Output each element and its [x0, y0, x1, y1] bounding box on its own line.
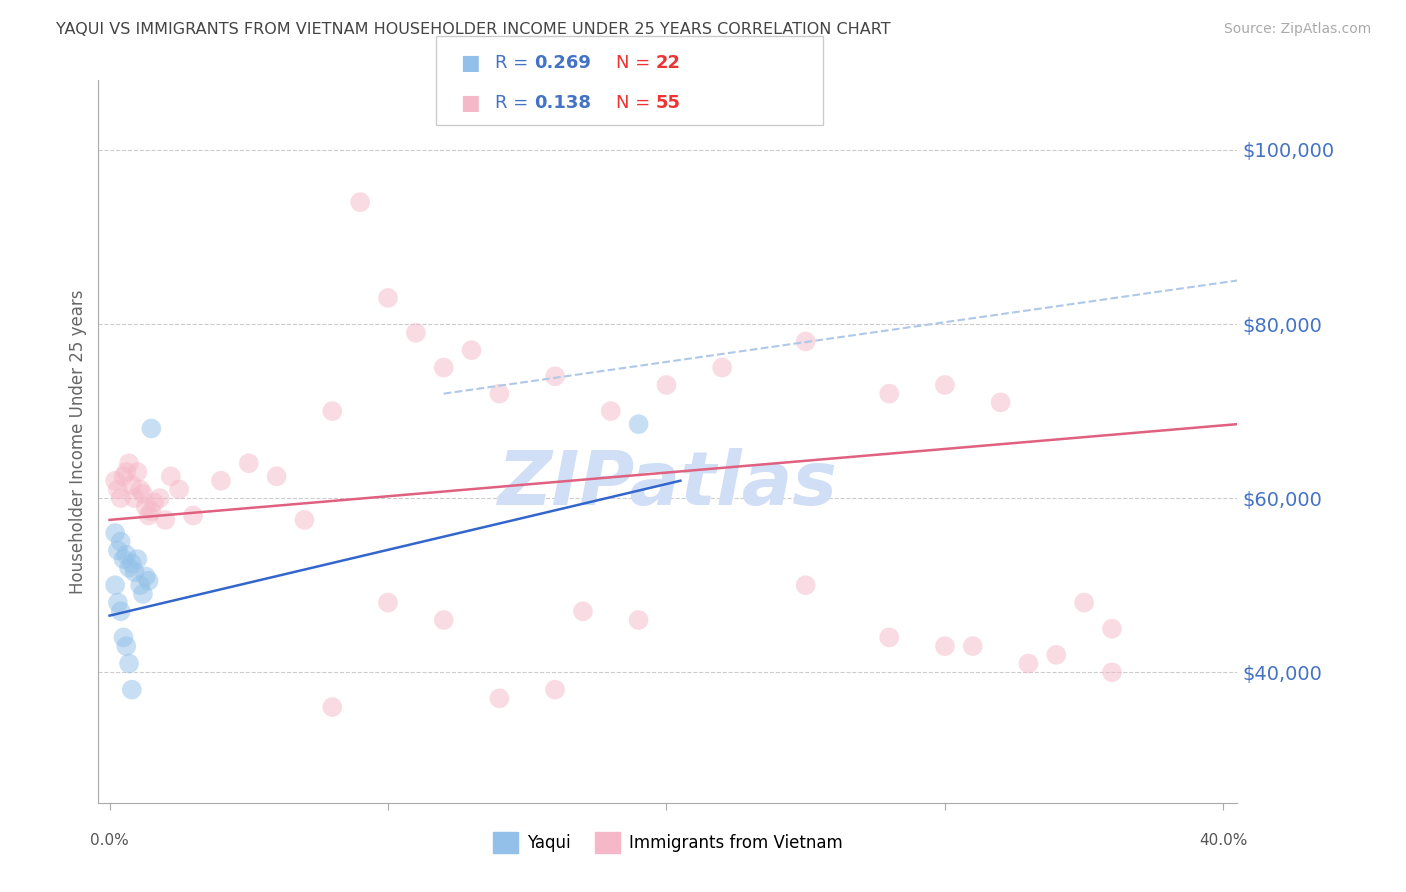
Point — [572, 604, 595, 618]
Point — [110, 534, 132, 549]
Text: 0.138: 0.138 — [534, 94, 592, 112]
Point — [794, 578, 817, 592]
Point — [121, 682, 143, 697]
Point — [167, 483, 190, 497]
Point — [1017, 657, 1039, 671]
Point — [138, 508, 160, 523]
Point — [877, 631, 900, 645]
Point — [1101, 622, 1123, 636]
Text: 22: 22 — [655, 54, 681, 71]
Point — [135, 569, 157, 583]
Text: 40.0%: 40.0% — [1199, 833, 1247, 848]
Point — [181, 508, 204, 523]
Point — [294, 513, 316, 527]
Text: Source: ZipAtlas.com: Source: ZipAtlas.com — [1223, 22, 1371, 37]
Point — [155, 513, 177, 527]
Point — [135, 500, 157, 514]
Point — [115, 639, 138, 653]
Point — [141, 504, 163, 518]
Point — [118, 456, 141, 470]
Text: R =: R = — [495, 94, 534, 112]
Point — [127, 552, 149, 566]
Point — [112, 552, 135, 566]
Point — [377, 291, 399, 305]
Point — [1073, 596, 1095, 610]
Point — [1101, 665, 1123, 680]
Point — [405, 326, 427, 340]
Point — [655, 378, 678, 392]
Point — [121, 478, 143, 492]
Point — [433, 613, 456, 627]
Point — [321, 700, 343, 714]
Legend: Yaqui, Immigrants from Vietnam: Yaqui, Immigrants from Vietnam — [486, 826, 849, 860]
Point — [129, 483, 152, 497]
Point — [104, 525, 127, 540]
Point — [118, 657, 141, 671]
Point — [460, 343, 482, 358]
Point — [544, 369, 567, 384]
Point — [107, 483, 129, 497]
Point — [107, 596, 129, 610]
Point — [124, 491, 146, 505]
Point — [104, 578, 127, 592]
Point — [115, 465, 138, 479]
Point — [127, 465, 149, 479]
Point — [209, 474, 232, 488]
Point — [794, 334, 817, 349]
Point — [110, 604, 132, 618]
Point — [962, 639, 984, 653]
Text: N =: N = — [616, 94, 655, 112]
Point — [115, 548, 138, 562]
Text: N =: N = — [616, 54, 655, 71]
Y-axis label: Householder Income Under 25 years: Householder Income Under 25 years — [69, 289, 87, 594]
Point — [877, 386, 900, 401]
Point — [488, 691, 510, 706]
Point — [141, 421, 163, 435]
Point — [433, 360, 456, 375]
Point — [124, 565, 146, 579]
Point — [112, 631, 135, 645]
Point — [627, 417, 650, 431]
Text: 0.269: 0.269 — [534, 54, 591, 71]
Point — [990, 395, 1012, 409]
Point — [132, 587, 155, 601]
Point — [238, 456, 260, 470]
Point — [159, 469, 181, 483]
Point — [110, 491, 132, 505]
Point — [1045, 648, 1067, 662]
Point — [349, 195, 371, 210]
Text: ■: ■ — [460, 93, 479, 112]
Point — [149, 491, 172, 505]
Point — [321, 404, 343, 418]
Point — [377, 596, 399, 610]
Text: ■: ■ — [460, 53, 479, 72]
Point — [112, 469, 135, 483]
Point — [118, 561, 141, 575]
Point — [129, 578, 152, 592]
Point — [121, 557, 143, 571]
Point — [599, 404, 621, 418]
Point — [143, 495, 166, 509]
Point — [488, 386, 510, 401]
Text: YAQUI VS IMMIGRANTS FROM VIETNAM HOUSEHOLDER INCOME UNDER 25 YEARS CORRELATION C: YAQUI VS IMMIGRANTS FROM VIETNAM HOUSEHO… — [56, 22, 891, 37]
Point — [544, 682, 567, 697]
Point — [711, 360, 734, 375]
Point — [138, 574, 160, 588]
Point — [934, 378, 956, 392]
Text: 0.0%: 0.0% — [90, 833, 129, 848]
Point — [132, 487, 155, 501]
Point — [627, 613, 650, 627]
Text: 55: 55 — [655, 94, 681, 112]
Point — [266, 469, 288, 483]
Text: ZIPatlas: ZIPatlas — [498, 449, 838, 522]
Point — [107, 543, 129, 558]
Point — [934, 639, 956, 653]
Text: R =: R = — [495, 54, 534, 71]
Point — [104, 474, 127, 488]
